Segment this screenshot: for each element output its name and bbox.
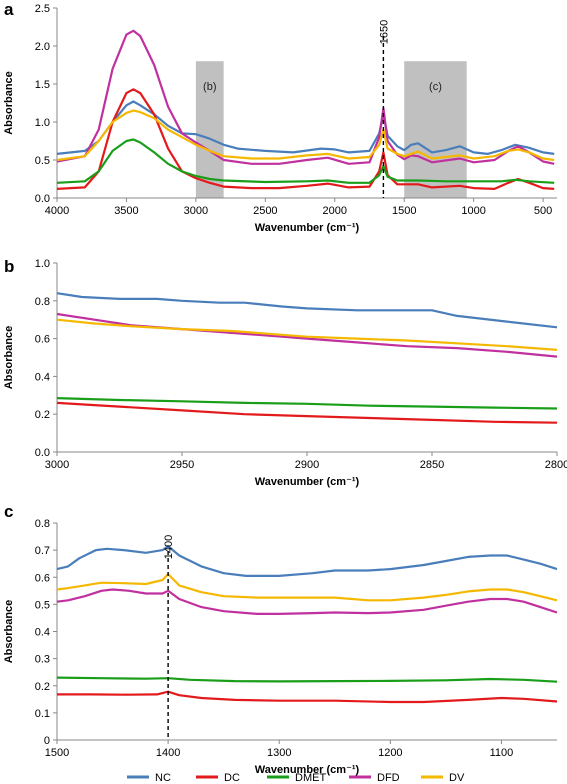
y-tick-label: 0.1 [35, 708, 50, 720]
y-tick-label: 0.3 [35, 654, 50, 666]
highlight-region [195, 61, 224, 199]
series-line-dmet [56, 138, 555, 184]
x-tick-label: 2000 [323, 205, 347, 217]
legend: NC DC DMET DFD DV [127, 772, 465, 784]
legend-label: DC [224, 772, 240, 784]
panel-b: b 0.0 0.2 0.4 0.6 0.8 1.0 3000 2950 2900 2850 2800 W… [3, 257, 567, 488]
x-tick-label: 2850 [420, 459, 444, 471]
panel-letter: a [4, 0, 14, 19]
y-tick-label: 1.5 [35, 79, 50, 91]
y-tick-label: 1.0 [35, 258, 50, 270]
x-tick-label: 1000 [461, 205, 485, 217]
x-axis-label: Wavenumber (cm⁻¹) [255, 476, 360, 488]
series-line-dmet [56, 676, 558, 683]
series-line-nc [56, 545, 558, 577]
x-tick-label: 1500 [45, 747, 69, 759]
x-tick-label: 1300 [267, 747, 291, 759]
y-tick-label: 0.8 [35, 296, 50, 308]
y-tick-label: 0.6 [35, 334, 50, 346]
y-tick-label: 0.0 [35, 193, 50, 205]
y-tick-label: 2.0 [35, 41, 50, 53]
marker-label: 1400 [163, 535, 175, 559]
y-tick-label: 0.4 [35, 627, 50, 639]
y-tick-label: 0.8 [35, 518, 50, 530]
series-line-dfd [56, 312, 558, 358]
panel-letter: b [4, 257, 14, 276]
y-tick-label: 0 [44, 735, 50, 747]
y-tick-label: 0.5 [35, 599, 50, 611]
series-line-dv [56, 318, 558, 351]
x-tick-label: 2950 [170, 459, 194, 471]
x-tick-label: 4000 [45, 205, 69, 217]
y-tick-label: 0.2 [35, 681, 50, 693]
highlight-region [404, 61, 467, 199]
x-tick-label: 3500 [114, 205, 138, 217]
x-tick-label: 2800 [545, 459, 567, 471]
series-line-nc [56, 292, 558, 329]
legend-label: NC [155, 772, 171, 784]
series-line-dfd [56, 588, 558, 615]
series-line-dc [56, 88, 555, 190]
series-line-nc [56, 100, 555, 155]
series-line-dfd [56, 29, 555, 165]
panel-letter: c [4, 502, 13, 521]
x-tick-label: 1200 [378, 747, 402, 759]
y-tick-label: 0.2 [35, 409, 50, 421]
legend-label: DV [449, 772, 465, 784]
y-tick-label: 0.6 [35, 572, 50, 584]
x-tick-label: 1500 [392, 205, 416, 217]
panel-a: a (b) (c) 0.0 0.5 1.0 1.5 2.0 2.5 4000 3500 3000 250… [3, 0, 557, 234]
y-tick-label: 0.4 [35, 371, 50, 383]
x-tick-label: 500 [534, 205, 552, 217]
y-axis-label: Absorbance [3, 600, 15, 664]
region-label: (c) [429, 81, 442, 93]
series-line-dv [56, 109, 555, 162]
series-line-dmet [56, 397, 558, 410]
x-axis-label: Wavenumber (cm⁻¹) [255, 764, 360, 776]
y-axis-label: Absorbance [3, 326, 15, 390]
series-line-dc [57, 690, 558, 704]
y-axis-label: Absorbance [3, 71, 15, 135]
x-tick-label: 2900 [295, 459, 319, 471]
series-line-dc [56, 401, 558, 424]
legend-label: DFD [377, 772, 400, 784]
y-tick-label: 2.5 [35, 3, 50, 15]
marker-label: 1650 [378, 20, 390, 44]
legend-label: DMET [295, 772, 326, 784]
y-tick-label: 0.0 [35, 447, 50, 459]
y-tick-label: 0.5 [35, 155, 50, 167]
x-tick-label: 1400 [156, 747, 180, 759]
x-tick-label: 3000 [184, 205, 208, 217]
x-tick-label: 3000 [45, 459, 69, 471]
series-line-dv [56, 572, 558, 602]
y-tick-label: 1.0 [35, 117, 50, 129]
panel-c: c 0 0.1 0.2 0.3 0.4 0.5 0.6 0.7 0.8 1500 1400 1300 12… [3, 502, 558, 776]
y-tick-label: 0.7 [35, 545, 50, 557]
x-axis-label: Wavenumber (cm⁻¹) [255, 222, 360, 234]
region-label: (b) [203, 81, 216, 93]
x-tick-label: 1100 [490, 747, 514, 759]
x-tick-label: 2500 [253, 205, 277, 217]
